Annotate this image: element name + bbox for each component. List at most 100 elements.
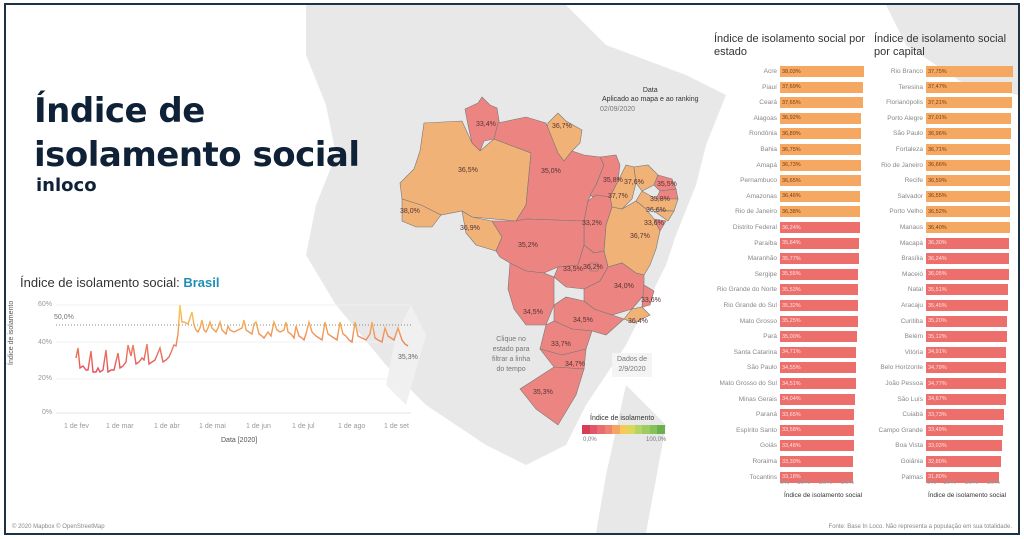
ranking-row[interactable]: Porto Velho 36,52% bbox=[866, 206, 1010, 218]
ranking-row[interactable]: Mato Grosso do Sul 34,51% bbox=[706, 378, 856, 389]
ranking-bar[interactable]: 36,46% bbox=[780, 190, 861, 202]
ranking-bar[interactable]: 36,55% bbox=[926, 190, 1011, 202]
ranking-row[interactable]: São Luís 34,67% bbox=[866, 393, 1006, 405]
ranking-row[interactable]: Natal 35,51% bbox=[866, 284, 1008, 296]
ranking-row[interactable]: Ceará 37,65% bbox=[706, 97, 863, 109]
ranking-bar[interactable]: 37,01% bbox=[926, 112, 1012, 124]
ranking-row[interactable]: Florianópolis 37,21% bbox=[866, 97, 1012, 109]
ranking-row[interactable]: Fortaleza 36,71% bbox=[866, 144, 1011, 155]
ranking-row[interactable]: Maranhão 35,77% bbox=[706, 253, 859, 265]
ranking-row[interactable]: Goiânia 32,80% bbox=[866, 456, 1002, 467]
ranking-row[interactable]: Mato Grosso 35,25% bbox=[706, 315, 858, 327]
ranking-bar[interactable]: 32,80% bbox=[926, 456, 1002, 467]
ranking-bar[interactable]: 36,73% bbox=[780, 159, 861, 171]
ranking-row[interactable]: Rio Grande do Sul 35,32% bbox=[706, 300, 858, 311]
ranking-bar[interactable]: 36,71% bbox=[926, 144, 1011, 155]
ranking-row[interactable]: Palmas 31,80% bbox=[866, 471, 1000, 483]
date-filter-value[interactable]: 02/09/2020 bbox=[600, 106, 636, 113]
ranking-bar[interactable]: 33,49% bbox=[926, 424, 1004, 436]
ranking-bar[interactable]: 33,03% bbox=[926, 440, 1002, 452]
ranking-bar[interactable]: 34,51% bbox=[780, 378, 856, 389]
ranking-row[interactable]: Macapá 36,30% bbox=[866, 237, 1010, 249]
ranking-row[interactable]: Salvador 36,55% bbox=[866, 190, 1011, 202]
ranking-row[interactable]: Amazonas 36,46% bbox=[706, 190, 861, 202]
map-attribution[interactable]: © 2020 Mapbox © OpenStreetMap bbox=[12, 524, 105, 530]
ranking-row[interactable]: Pernambuco 36,65% bbox=[706, 175, 861, 187]
ranking-bar[interactable]: 36,59% bbox=[926, 175, 1011, 187]
ranking-row[interactable]: Santa Catarina 34,71% bbox=[706, 346, 857, 358]
ranking-row[interactable]: Tocantins 33,18% bbox=[706, 471, 853, 483]
ranking-bar[interactable]: 36,66% bbox=[926, 159, 1011, 171]
ranking-bar[interactable]: 33,58% bbox=[780, 424, 854, 436]
ranking-row[interactable]: Vitória 34,91% bbox=[866, 346, 1007, 358]
ranking-bar[interactable]: 37,69% bbox=[780, 81, 863, 93]
ranking-row[interactable]: Rondônia 36,89% bbox=[706, 128, 862, 140]
ranking-row[interactable]: Rio Grande do Norte 35,53% bbox=[706, 284, 859, 296]
brazil-state-map[interactable] bbox=[6, 5, 1018, 533]
ranking-row[interactable]: Piauí 37,69% bbox=[706, 81, 863, 93]
ranking-row[interactable]: Curitiba 35,20% bbox=[866, 315, 1007, 327]
ranking-row[interactable]: Belém 35,12% bbox=[866, 331, 1007, 343]
ranking-bar[interactable]: 35,12% bbox=[926, 331, 1007, 343]
ranking-row[interactable]: Amapá 36,73% bbox=[706, 159, 861, 171]
ranking-row[interactable]: Rio de Janeiro 36,38% bbox=[706, 206, 861, 218]
ranking-bar[interactable]: 36,75% bbox=[780, 144, 861, 155]
ranking-bar[interactable]: 36,30% bbox=[926, 237, 1010, 249]
ranking-bar[interactable]: 36,96% bbox=[926, 128, 1011, 140]
ranking-bar[interactable]: 34,04% bbox=[780, 393, 855, 405]
ranking-row[interactable]: São Paulo 34,55% bbox=[706, 362, 856, 374]
ranking-bar[interactable]: 36,05% bbox=[926, 268, 1009, 280]
ranking-bar[interactable]: 37,65% bbox=[780, 97, 863, 109]
ranking-bar[interactable]: 35,53% bbox=[780, 284, 859, 296]
ranking-row[interactable]: Acre 38,03% bbox=[706, 66, 864, 77]
ranking-bar[interactable]: 35,20% bbox=[926, 315, 1007, 327]
ranking-row[interactable]: Belo Horizonte 34,79% bbox=[866, 362, 1007, 374]
ranking-row[interactable]: Brasília 36,24% bbox=[866, 253, 1010, 265]
ranking-bar[interactable]: 34,55% bbox=[780, 362, 856, 374]
ranking-bar[interactable]: 34,79% bbox=[926, 362, 1007, 374]
ranking-bar[interactable]: 34,77% bbox=[926, 378, 1006, 389]
ranking-bar[interactable]: 35,25% bbox=[780, 315, 858, 327]
ranking-bar[interactable]: 34,91% bbox=[926, 346, 1007, 358]
ranking-row[interactable]: Roraima 33,39% bbox=[706, 456, 854, 467]
ranking-bar[interactable]: 37,75% bbox=[926, 66, 1013, 77]
ranking-row[interactable]: Rio de Janeiro 36,66% bbox=[866, 159, 1011, 171]
ranking-bar[interactable]: 36,65% bbox=[780, 175, 861, 187]
ranking-row[interactable]: Espírito Santo 33,58% bbox=[706, 424, 854, 436]
ranking-row[interactable]: Aracaju 35,45% bbox=[866, 300, 1008, 311]
ranking-bar[interactable]: 36,38% bbox=[780, 206, 861, 218]
ranking-bar[interactable]: 38,03% bbox=[780, 66, 864, 77]
ranking-row[interactable]: Campo Grande 33,49% bbox=[866, 424, 1004, 436]
ranking-bar[interactable]: 35,84% bbox=[780, 237, 859, 249]
ranking-bar[interactable]: 37,21% bbox=[926, 97, 1012, 109]
ranking-bar[interactable]: 34,67% bbox=[926, 393, 1006, 405]
ranking-row[interactable]: Minas Gerais 34,04% bbox=[706, 393, 855, 405]
ranking-row[interactable]: Manaus 36,40% bbox=[866, 222, 1010, 233]
ranking-bar[interactable]: 35,55% bbox=[780, 268, 859, 280]
ranking-row[interactable]: Pará 35,00% bbox=[706, 331, 857, 343]
ranking-bar[interactable]: 36,89% bbox=[780, 128, 862, 140]
ranking-row[interactable]: Boa Vista 33,03% bbox=[866, 440, 1002, 452]
ranking-bar[interactable]: 36,24% bbox=[926, 253, 1010, 265]
ranking-row[interactable]: Distrito Federal 36,24% bbox=[706, 222, 860, 233]
ranking-bar[interactable]: 36,24% bbox=[780, 222, 860, 233]
ranking-bar[interactable]: 33,65% bbox=[780, 409, 855, 421]
ranking-row[interactable]: Sergipe 35,55% bbox=[706, 268, 859, 280]
ranking-bar[interactable]: 33,18% bbox=[780, 471, 853, 483]
ranking-row[interactable]: Cuiabá 33,73% bbox=[866, 409, 1004, 421]
ranking-bar[interactable]: 35,00% bbox=[780, 331, 857, 343]
ranking-row[interactable]: São Paulo 36,96% bbox=[866, 128, 1011, 140]
ranking-bar[interactable]: 36,40% bbox=[926, 222, 1010, 233]
ranking-bar[interactable]: 37,47% bbox=[926, 81, 1013, 93]
ranking-row[interactable]: Alagoas 36,92% bbox=[706, 112, 862, 124]
ranking-row[interactable]: Porto Alegre 37,01% bbox=[866, 112, 1012, 124]
ranking-row[interactable]: Bahia 36,75% bbox=[706, 144, 861, 155]
ranking-bar[interactable]: 33,48% bbox=[780, 440, 854, 452]
ranking-bar[interactable]: 35,77% bbox=[780, 253, 859, 265]
ranking-row[interactable]: Recife 36,59% bbox=[866, 175, 1011, 187]
ranking-row[interactable]: Paraíba 35,84% bbox=[706, 237, 859, 249]
ranking-bar[interactable]: 35,51% bbox=[926, 284, 1008, 296]
ranking-row[interactable]: Goiás 33,48% bbox=[706, 440, 854, 452]
ranking-bar[interactable]: 33,39% bbox=[780, 456, 854, 467]
line-chart-plot[interactable] bbox=[56, 300, 416, 420]
